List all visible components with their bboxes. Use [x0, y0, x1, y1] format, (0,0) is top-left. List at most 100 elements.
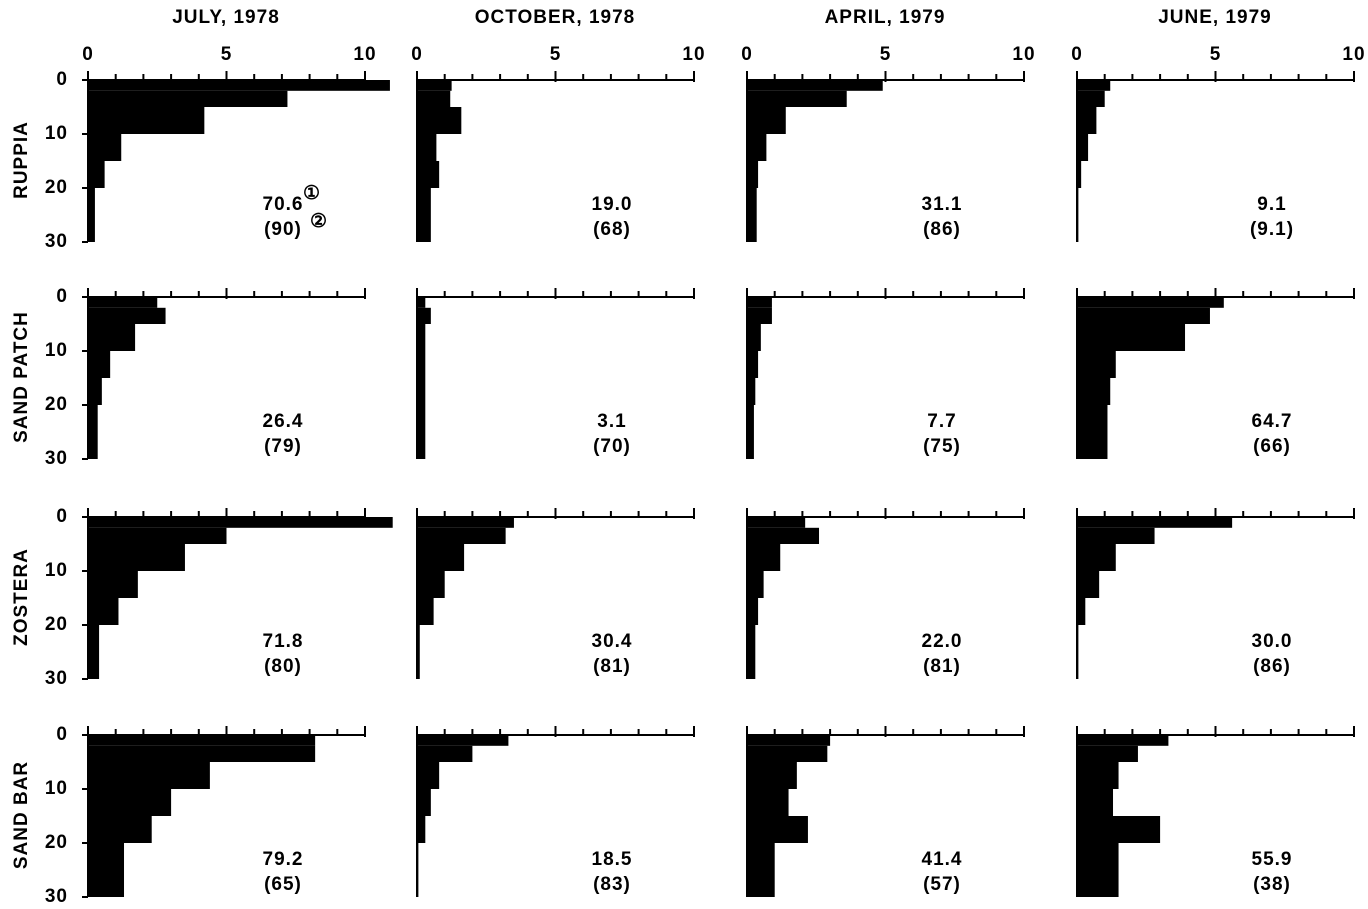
bar	[747, 544, 781, 571]
total-label: 30.0	[1252, 631, 1293, 652]
bar	[747, 324, 761, 351]
bar	[1077, 324, 1186, 351]
y-tick-label: 0	[56, 69, 68, 90]
bar	[1077, 405, 1108, 459]
bar	[417, 80, 452, 91]
bar	[747, 134, 767, 161]
bar	[1077, 735, 1169, 746]
total-label: 18.5	[592, 849, 633, 870]
y-tick-label: 30	[45, 231, 68, 252]
bar	[417, 351, 426, 378]
bar	[88, 188, 95, 242]
bar	[417, 527, 506, 544]
y-tick-label: 0	[56, 286, 68, 307]
count-label: (83)	[593, 874, 631, 895]
bar	[1077, 378, 1111, 405]
bar	[747, 789, 789, 816]
count-label: (90)	[264, 219, 302, 240]
bar	[1077, 134, 1089, 161]
y-tick-label: 10	[45, 560, 68, 581]
bar	[1077, 571, 1100, 598]
bar	[417, 405, 426, 459]
note-marker: ①	[303, 183, 321, 204]
count-label: (75)	[923, 436, 961, 457]
x-tick-label: 5	[550, 44, 562, 65]
bar	[747, 378, 756, 405]
bar	[88, 351, 111, 378]
y-tick-label: 10	[45, 123, 68, 144]
bar	[747, 762, 797, 789]
y-tick-label: 20	[45, 614, 68, 635]
count-label: (57)	[923, 874, 961, 895]
x-tick-label: 10	[1012, 44, 1035, 65]
bar	[88, 816, 152, 843]
count-label: (66)	[1253, 436, 1291, 457]
bar	[417, 188, 431, 242]
bar	[747, 735, 831, 746]
bar	[88, 517, 393, 528]
note-marker: ②	[310, 211, 328, 232]
bar	[417, 544, 465, 571]
bar	[1077, 816, 1161, 843]
total-label: 9.1	[1257, 194, 1286, 215]
bar	[1077, 789, 1114, 816]
bar	[747, 188, 757, 242]
row-label: SAND BAR	[11, 761, 32, 869]
total-label: 55.9	[1252, 849, 1293, 870]
bar	[88, 527, 227, 544]
bar	[1077, 307, 1210, 324]
bar	[417, 745, 473, 762]
bar	[417, 517, 514, 528]
bar	[1077, 351, 1116, 378]
count-label: (65)	[264, 874, 302, 895]
x-tick-label: 0	[411, 44, 423, 65]
row-label: RUPPIA	[11, 121, 32, 199]
count-label: (80)	[264, 656, 302, 677]
bar	[88, 307, 166, 324]
total-label: 70.6	[263, 194, 304, 215]
bar	[88, 378, 102, 405]
y-tick-label: 0	[56, 506, 68, 527]
total-label: 26.4	[263, 411, 304, 432]
bar	[88, 625, 100, 679]
bar	[88, 735, 316, 746]
bar	[88, 789, 172, 816]
bar	[88, 598, 119, 625]
total-label: 30.4	[592, 631, 633, 652]
y-tick-label: 10	[45, 340, 68, 361]
bar	[88, 843, 125, 897]
bar	[1077, 80, 1111, 91]
x-tick-label: 0	[1071, 44, 1083, 65]
row-label: ZOSTERA	[11, 548, 32, 646]
bar	[747, 297, 772, 308]
x-tick-label: 0	[82, 44, 94, 65]
count-label: (81)	[923, 656, 961, 677]
bar	[88, 90, 288, 107]
y-tick-label: 20	[45, 394, 68, 415]
y-tick-label: 30	[45, 448, 68, 469]
count-label: (68)	[593, 219, 631, 240]
bar	[747, 307, 772, 324]
count-label: (70)	[593, 436, 631, 457]
bar	[417, 161, 440, 188]
count-label: (38)	[1253, 874, 1291, 895]
bar	[88, 405, 98, 459]
count-label: (81)	[593, 656, 631, 677]
bar	[1077, 598, 1086, 625]
x-tick-label: 5	[880, 44, 892, 65]
y-tick-label: 0	[56, 724, 68, 745]
total-label: 22.0	[922, 631, 963, 652]
bar	[88, 762, 210, 789]
total-label: 3.1	[597, 411, 626, 432]
total-label: 41.4	[922, 849, 963, 870]
bar	[1077, 762, 1119, 789]
bar	[1077, 625, 1079, 679]
bar	[747, 161, 759, 188]
x-tick-label: 5	[1210, 44, 1222, 65]
bar	[417, 571, 445, 598]
bar	[88, 80, 390, 91]
column-title: JULY, 1978	[172, 7, 280, 28]
y-tick-label: 10	[45, 778, 68, 799]
bar	[88, 745, 316, 762]
